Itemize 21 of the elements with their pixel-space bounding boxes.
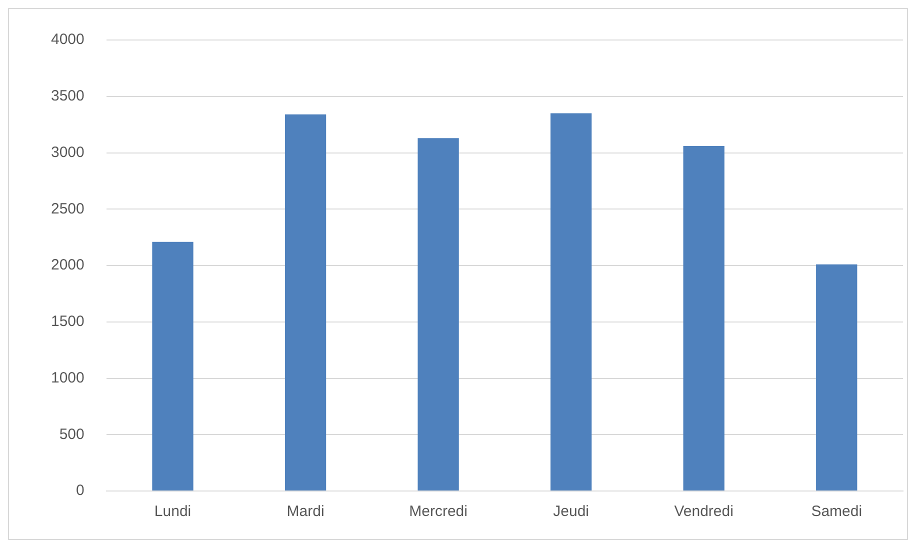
x-tick-label: Samedi [811,503,862,520]
x-tick-label: Mercredi [409,503,468,520]
y-tick-label: 2500 [50,200,84,218]
bar [418,138,459,490]
x-tick-label: Jeudi [553,503,589,520]
y-tick-label: 2000 [50,256,84,274]
bar [550,113,592,490]
y-tick-label: 4000 [50,31,84,48]
bar [284,114,326,490]
bar [683,146,724,490]
bar [152,242,194,490]
y-tick-label: 3500 [50,88,84,105]
y-tick-label: 0 [76,482,84,500]
y-tick-label: 3000 [50,144,84,161]
x-tick-label: Lundi [154,503,192,520]
bar [816,264,858,490]
y-tick-label: 500 [59,426,84,443]
y-tick-label: 1500 [50,313,84,330]
x-tick-label: Vendredi [674,503,734,520]
y-tick-label: 1000 [50,369,84,386]
x-tick-label: Mardi [286,503,324,520]
